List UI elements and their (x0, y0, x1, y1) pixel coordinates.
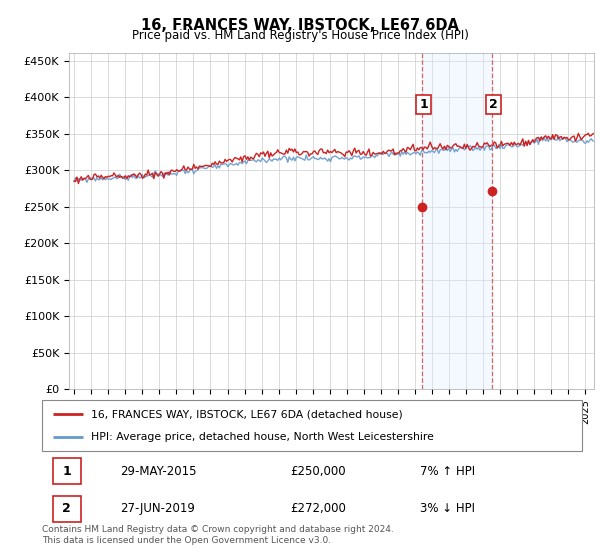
Bar (53, 496, 81, 521)
Text: 1: 1 (62, 465, 71, 478)
Text: 1: 1 (419, 98, 428, 111)
Text: 2: 2 (489, 98, 497, 111)
Bar (53, 459, 81, 484)
Text: 29-MAY-2015: 29-MAY-2015 (121, 465, 197, 478)
Text: Contains HM Land Registry data © Crown copyright and database right 2024.
This d: Contains HM Land Registry data © Crown c… (42, 525, 394, 545)
Text: £250,000: £250,000 (290, 465, 346, 478)
Text: 2: 2 (62, 502, 71, 515)
Text: 16, FRANCES WAY, IBSTOCK, LE67 6DA: 16, FRANCES WAY, IBSTOCK, LE67 6DA (141, 18, 459, 33)
Text: 16, FRANCES WAY, IBSTOCK, LE67 6DA (detached house): 16, FRANCES WAY, IBSTOCK, LE67 6DA (deta… (91, 409, 403, 419)
Text: Price paid vs. HM Land Registry's House Price Index (HPI): Price paid vs. HM Land Registry's House … (131, 29, 469, 42)
Text: £272,000: £272,000 (290, 502, 346, 515)
Text: 7% ↑ HPI: 7% ↑ HPI (420, 465, 475, 478)
Text: 3% ↓ HPI: 3% ↓ HPI (420, 502, 475, 515)
Text: 27-JUN-2019: 27-JUN-2019 (121, 502, 195, 515)
Text: HPI: Average price, detached house, North West Leicestershire: HPI: Average price, detached house, Nort… (91, 432, 433, 442)
Bar (422, 53, 491, 389)
